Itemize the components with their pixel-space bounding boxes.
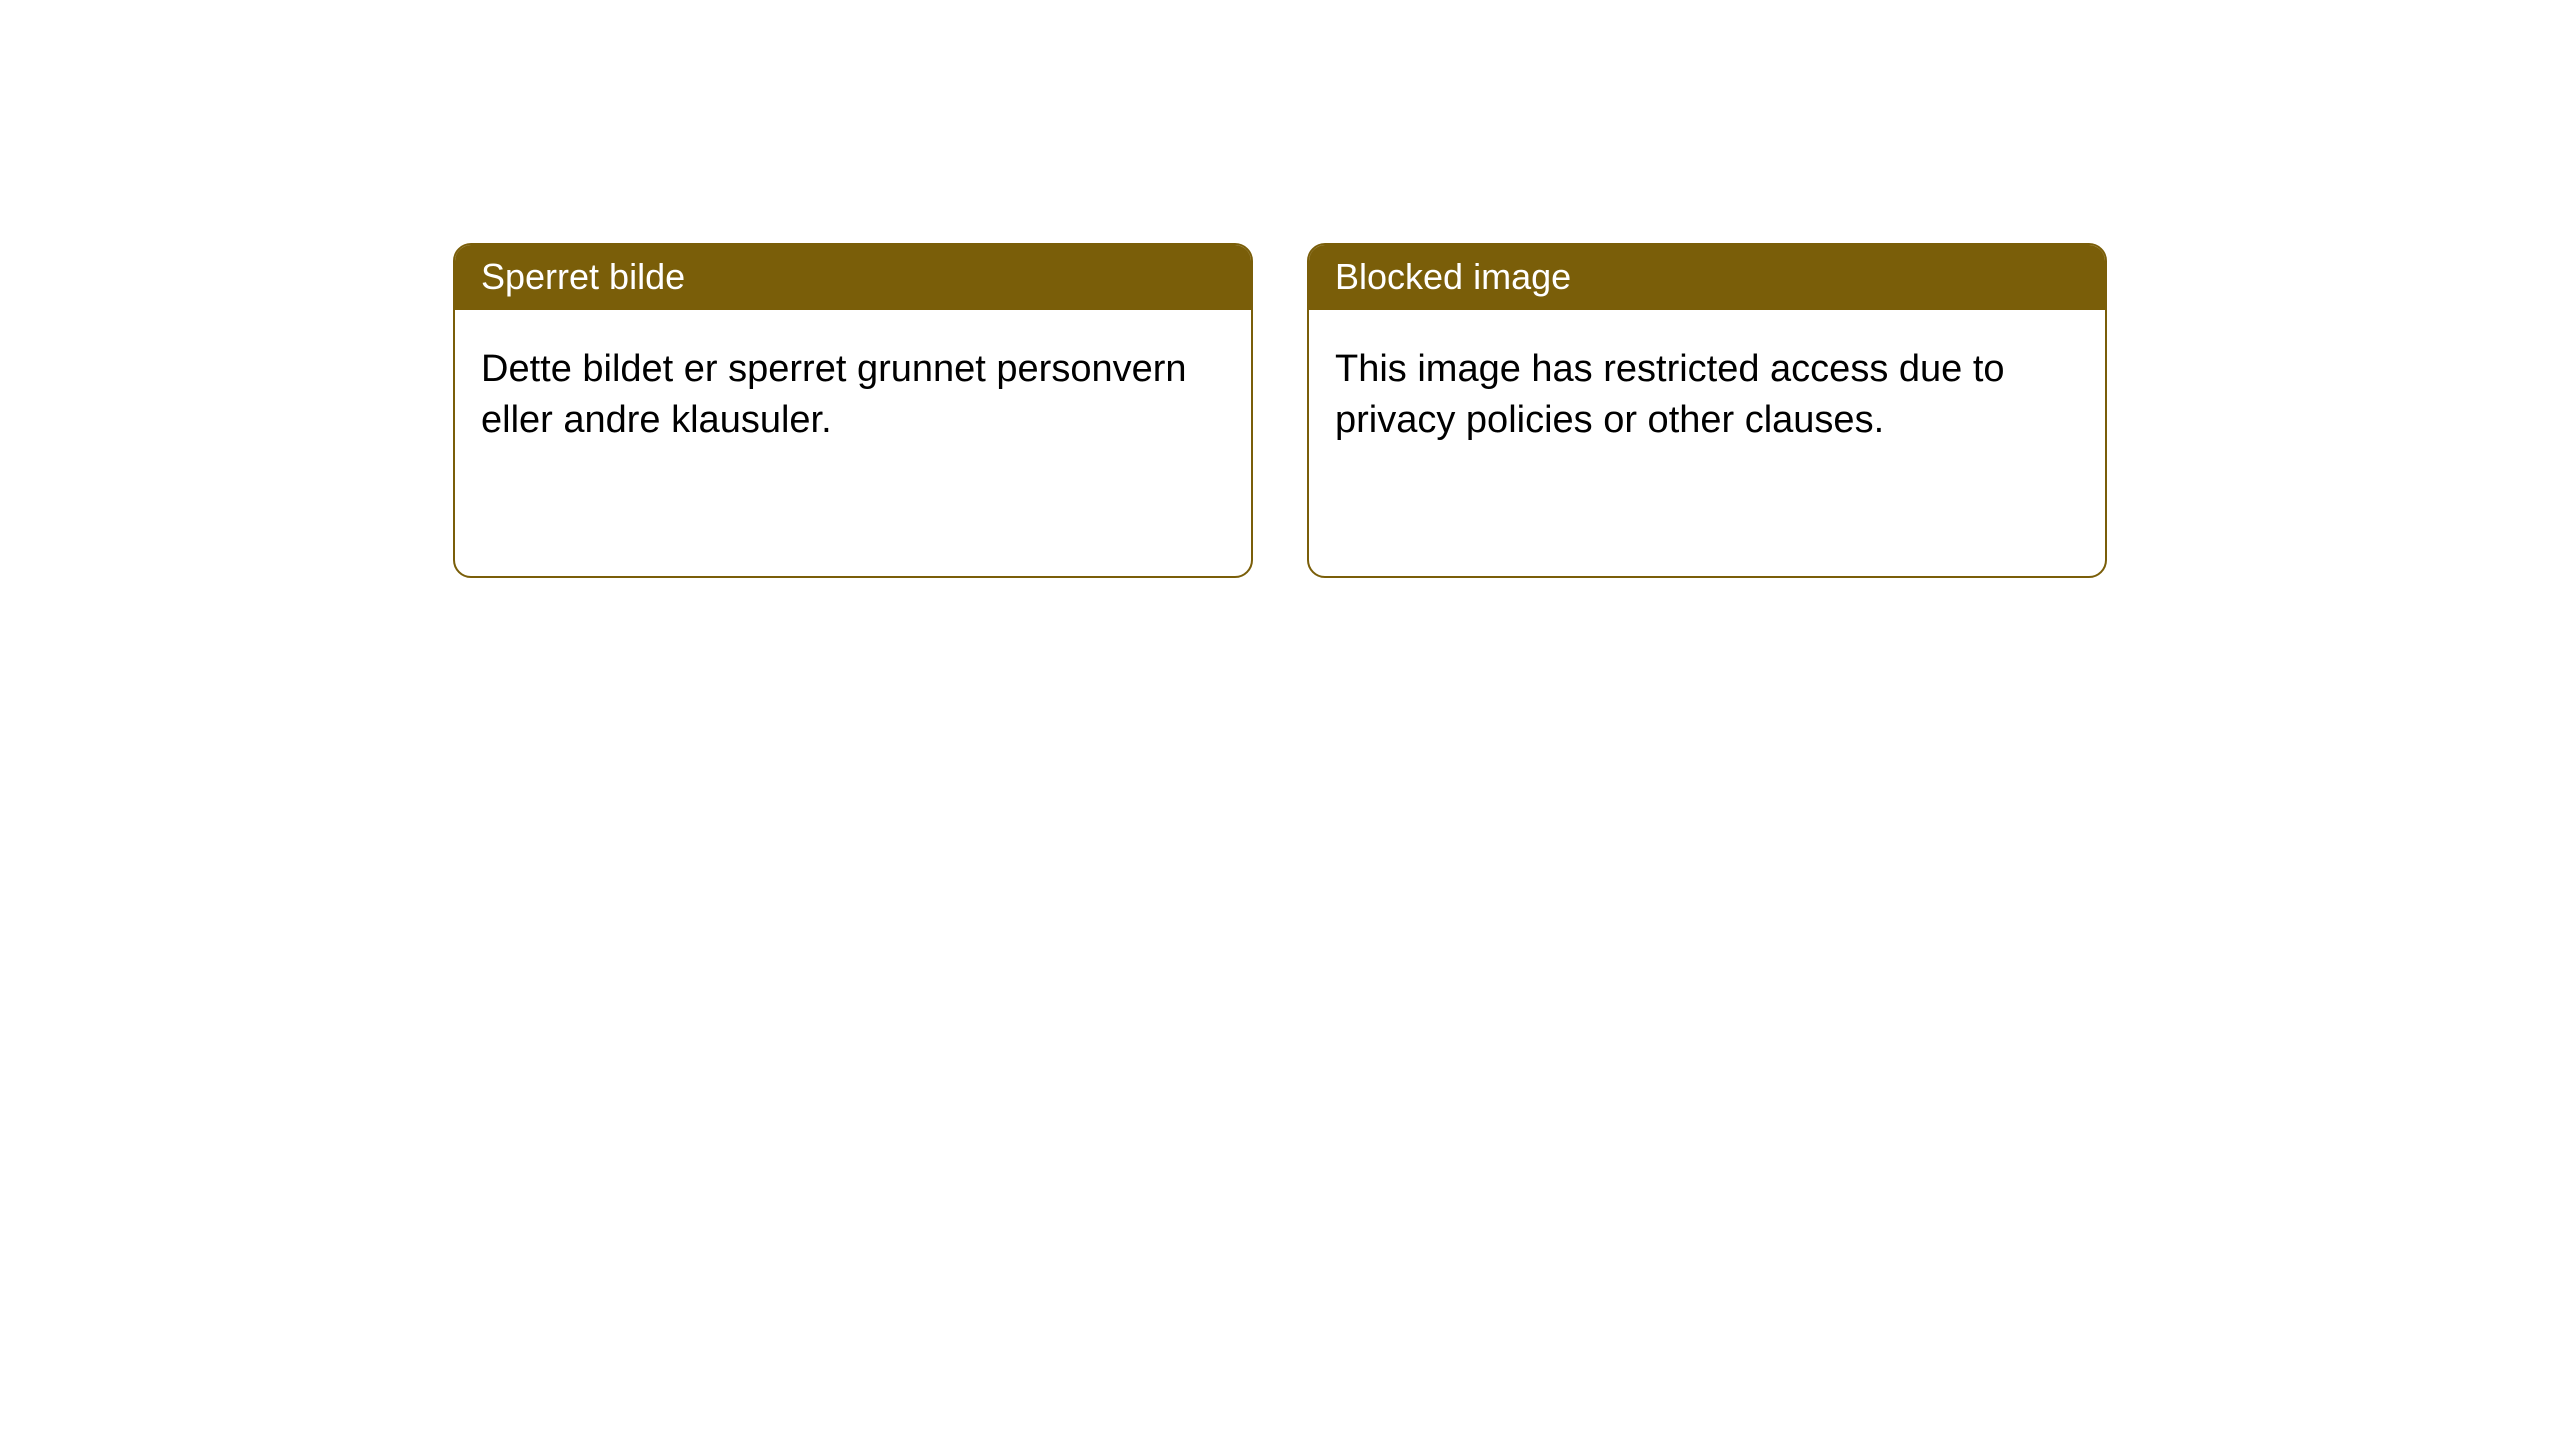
card-body: This image has restricted access due to …: [1309, 310, 2105, 473]
card-header: Sperret bilde: [455, 245, 1251, 310]
card-header: Blocked image: [1309, 245, 2105, 310]
notice-card-norwegian: Sperret bilde Dette bildet er sperret gr…: [453, 243, 1253, 578]
card-title: Sperret bilde: [481, 256, 685, 297]
card-body-text: This image has restricted access due to …: [1335, 348, 2005, 441]
card-body-text: Dette bildet er sperret grunnet personve…: [481, 348, 1187, 441]
card-body: Dette bildet er sperret grunnet personve…: [455, 310, 1251, 473]
notice-container: Sperret bilde Dette bildet er sperret gr…: [453, 243, 2107, 1440]
notice-card-english: Blocked image This image has restricted …: [1307, 243, 2107, 578]
card-title: Blocked image: [1335, 256, 1571, 297]
